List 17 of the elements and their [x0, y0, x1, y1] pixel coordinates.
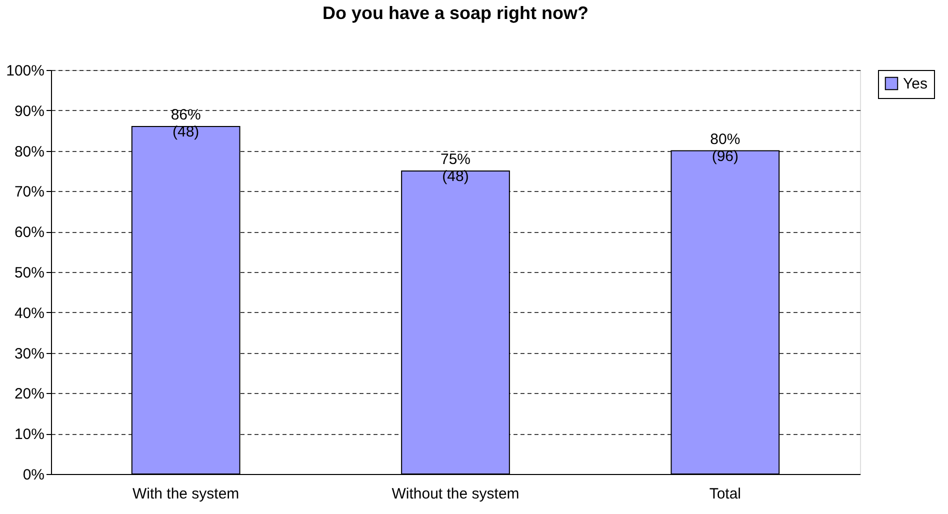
data-label: 80% (96)	[710, 130, 740, 165]
y-tick-label: 90%	[14, 102, 44, 120]
y-tick-label: 20%	[14, 386, 44, 403]
y-tick-label: 60%	[14, 224, 44, 242]
legend-label: Yes	[903, 76, 928, 92]
y-tick-label: 70%	[14, 184, 44, 201]
y-tick-label: 80%	[14, 143, 44, 160]
x-tick-label: Total	[709, 486, 742, 502]
y-tick-label: 30%	[14, 345, 44, 362]
x-tick-label: Without the system	[392, 486, 520, 502]
x-tick-label: With the system	[132, 486, 240, 502]
y-tick-label: 50%	[14, 264, 44, 282]
chart-title: Do you have a soap right now?	[322, 3, 589, 23]
y-tick-label: 10%	[14, 426, 44, 444]
y-tick-label: 100%	[6, 62, 44, 80]
y-tick-label: 40%	[14, 304, 44, 322]
y-tick-label: 0%	[22, 466, 44, 484]
